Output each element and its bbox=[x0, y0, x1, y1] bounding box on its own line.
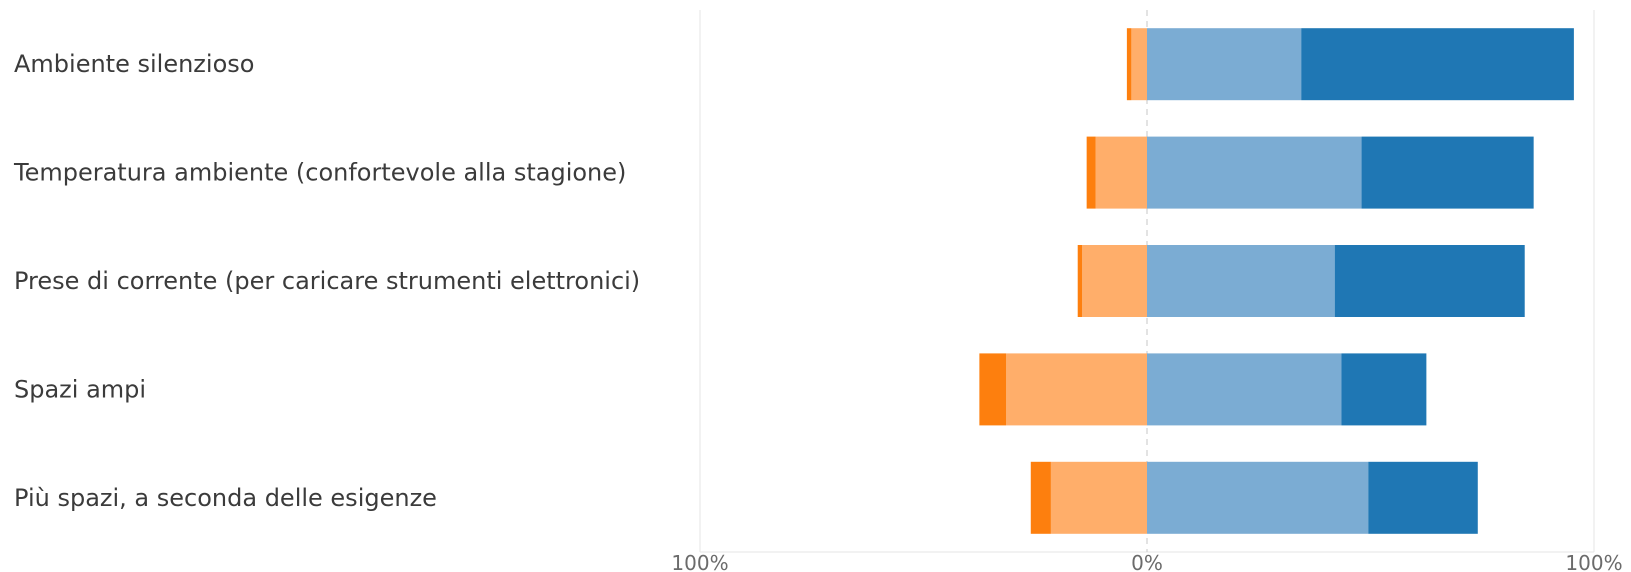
category-label: Prese di corrente (per caricare strument… bbox=[14, 267, 640, 295]
category-label: Più spazi, a seconda delle esigenze bbox=[14, 484, 437, 512]
category-label: Spazi ampi bbox=[14, 375, 146, 403]
bar-segment bbox=[1147, 136, 1362, 209]
bar-segment bbox=[1334, 245, 1525, 317]
bar-segment bbox=[979, 353, 1007, 426]
bar-group bbox=[1126, 28, 1574, 101]
bar-segment bbox=[1095, 136, 1147, 209]
x-tick-labels: 100% 0% 100% bbox=[671, 551, 1622, 572]
bar-group bbox=[1077, 245, 1525, 317]
grid-layer bbox=[699, 10, 1595, 553]
bar-segment bbox=[1006, 353, 1147, 426]
bar-segment bbox=[1301, 28, 1574, 101]
bar-segment bbox=[1050, 461, 1147, 534]
bar-segment bbox=[1341, 353, 1427, 426]
bar-group bbox=[1086, 136, 1534, 209]
bar-segment bbox=[1086, 136, 1096, 209]
category-label: Temperatura ambiente (confortevole alla … bbox=[13, 159, 626, 187]
x-tick-label: 100% bbox=[1565, 551, 1622, 572]
x-tick-label: 100% bbox=[671, 551, 728, 572]
bar-segment bbox=[1147, 353, 1342, 426]
category-label: Ambiente silenzioso bbox=[14, 50, 254, 78]
bar-group bbox=[1030, 461, 1478, 534]
bar-segment bbox=[1082, 245, 1147, 317]
bar-segment bbox=[1147, 245, 1335, 317]
x-tick-label: 0% bbox=[1131, 551, 1163, 572]
bar-segment bbox=[1131, 28, 1147, 101]
bar-group bbox=[979, 353, 1427, 426]
bar-segment bbox=[1368, 461, 1478, 534]
bar-segment bbox=[1147, 461, 1369, 534]
category-labels: Ambiente silenzioso Temperatura ambiente … bbox=[13, 50, 640, 512]
bar-segment bbox=[1077, 245, 1083, 317]
bar-segment bbox=[1030, 461, 1051, 534]
bars-layer bbox=[979, 28, 1574, 534]
bar-segment bbox=[1361, 136, 1534, 209]
bar-segment bbox=[1126, 28, 1132, 101]
bar-segment bbox=[1147, 28, 1302, 101]
